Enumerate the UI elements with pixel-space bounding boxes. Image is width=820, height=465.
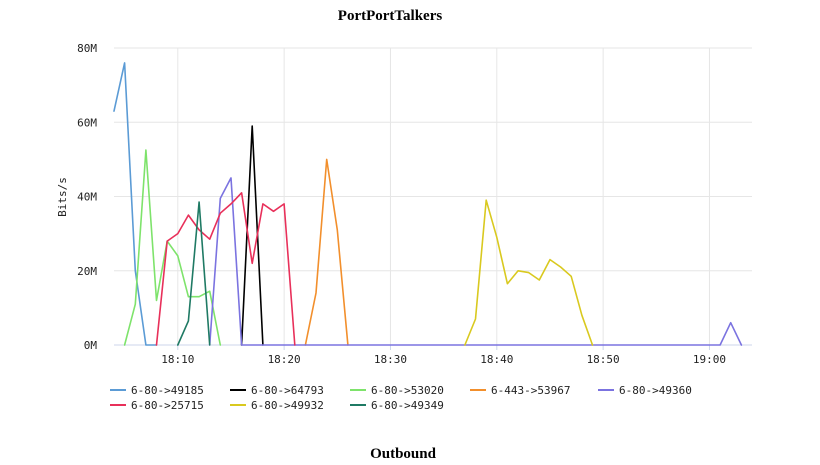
x-tick-label: 18:20 [268, 353, 301, 366]
x-tick-label: 18:50 [587, 353, 620, 366]
series-line-6-80->49932 [464, 199, 594, 346]
legend-item[interactable]: 6-80->49349 [350, 399, 444, 412]
x-tick-label: 18:10 [161, 353, 194, 366]
series-line-6-80->64793 [240, 125, 264, 346]
legend-item[interactable]: 6-80->49360 [598, 384, 692, 397]
legend: 6-80->49185 6-80->64793 6-80->53020 6-443->… [110, 384, 692, 412]
legend-item[interactable]: 6-80->64793 [230, 384, 324, 397]
legend-label: 6-80->49932 [251, 399, 324, 412]
y-axis-label: Bits/s [56, 177, 69, 217]
legend-item[interactable]: 6-80->49185 [110, 384, 204, 397]
legend-item[interactable]: 6-80->25715 [110, 399, 204, 412]
series-line-6-80->49360 [208, 177, 743, 346]
series-line-6-443->53967 [304, 158, 349, 346]
legend-label: 6-80->49349 [371, 399, 444, 412]
legend-label: 6-443->53967 [491, 384, 570, 397]
x-tick-label: 18:30 [374, 353, 407, 366]
legend-label: 6-80->64793 [251, 384, 324, 397]
legend-label: 6-80->49185 [131, 384, 204, 397]
y-tick-label: 20M [77, 265, 97, 278]
y-tick-label: 80M [77, 42, 97, 55]
y-tick-label: 40M [77, 191, 97, 204]
legend-item[interactable]: 6-80->49932 [230, 399, 324, 412]
series-lines [113, 62, 743, 346]
legend-label: 6-80->25715 [131, 399, 204, 412]
legend-item[interactable]: 6-80->53020 [350, 384, 444, 397]
y-tick-label: 0M [84, 339, 98, 352]
grid [114, 47, 752, 345]
series-line-6-80->53020 [123, 149, 222, 346]
series-line-6-80->25715 [155, 192, 296, 346]
x-tick-label: 18:40 [480, 353, 513, 366]
chart-subtitle: Outbound [370, 446, 437, 462]
legend-label: 6-80->53020 [371, 384, 444, 397]
axes: 0M 20M 40M 60M 80M 18:10 18:20 18:30 18:40 18:50 1… [77, 42, 752, 366]
y-tick-label: 60M [77, 116, 97, 129]
legend-label: 6-80->49360 [619, 384, 692, 397]
legend-item[interactable]: 6-443->53967 [470, 384, 570, 397]
series-line-6-80->49185 [113, 62, 158, 346]
series-line-6-80->49349 [177, 201, 211, 346]
chart-title: PortPortTalkers [338, 8, 443, 24]
x-tick-label: 19:00 [693, 353, 726, 366]
